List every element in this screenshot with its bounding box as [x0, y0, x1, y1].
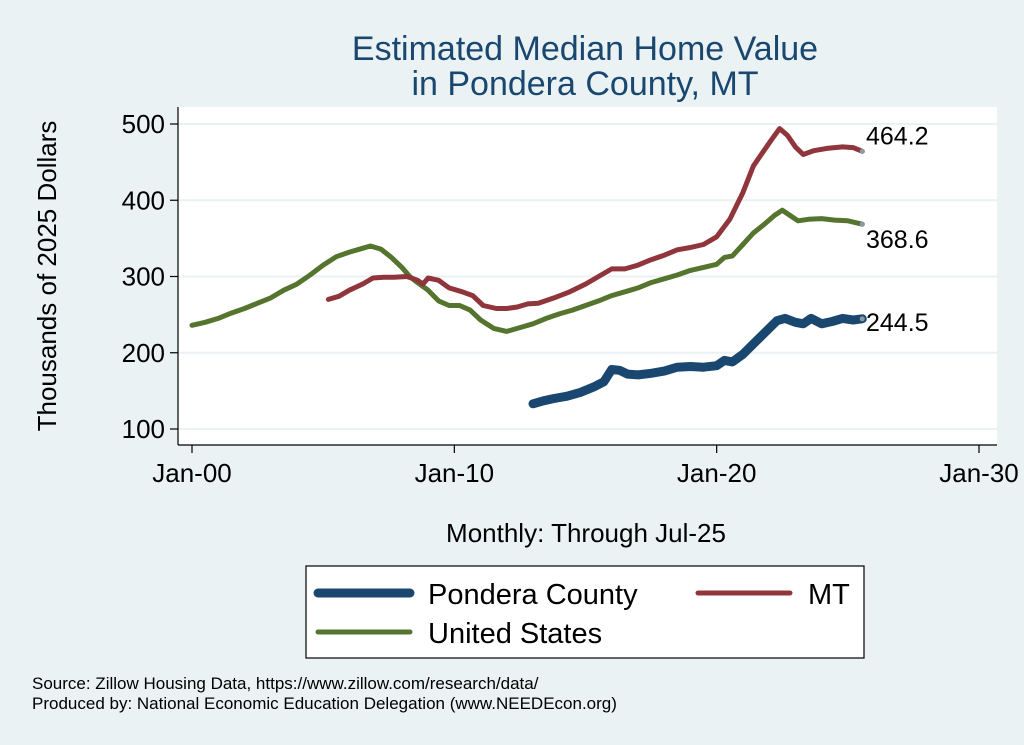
series-end-marker [859, 316, 865, 322]
legend-box [305, 565, 865, 659]
end-value-label: 464.2 [866, 122, 929, 150]
legend-label-pondera: Pondera County [428, 579, 638, 611]
legend: Pondera County MT United States [305, 565, 865, 659]
end-labels: 368.6 464.2 244.5 [866, 122, 929, 337]
produced-by-note: Produced by: National Economic Education… [32, 694, 617, 713]
legend-label-mt: MT [808, 579, 850, 611]
end-value-label: 244.5 [866, 309, 929, 337]
x-tick-label: Jan-10 [415, 458, 495, 488]
y-tick-label: 300 [122, 262, 165, 292]
chart-title-line-2: in Pondera County, MT [411, 65, 758, 103]
series-line-pondera-county [528, 313, 867, 409]
x-axis: Jan-00 Jan-10 Jan-20 Jan-30 [152, 444, 1019, 488]
y-tick-label: 400 [122, 185, 165, 215]
series-lines [189, 126, 867, 409]
series-line-united-states [189, 207, 865, 334]
series-line-mt [325, 126, 865, 311]
legend-label-us: United States [428, 618, 602, 650]
y-tick-label: 500 [122, 109, 165, 139]
y-axis-title: Thousands of 2025 Dollars [32, 121, 62, 432]
chart-title-line-1: Estimated Median Home Value [352, 30, 818, 68]
series-end-marker [859, 148, 865, 154]
series-end-marker [859, 221, 865, 227]
source-note: Source: Zillow Housing Data, https://www… [32, 674, 539, 693]
end-value-label: 368.6 [866, 226, 929, 254]
grid-lines [178, 123, 997, 430]
y-tick-label: 100 [122, 414, 165, 444]
x-axis-title: Monthly: Through Jul-25 [446, 518, 726, 548]
x-tick-label: Jan-00 [152, 458, 232, 488]
y-tick-label: 200 [122, 338, 165, 368]
x-tick-label: Jan-20 [677, 458, 757, 488]
x-tick-label: Jan-30 [939, 458, 1019, 488]
y-axis: 100 200 300 400 500 [122, 107, 179, 445]
